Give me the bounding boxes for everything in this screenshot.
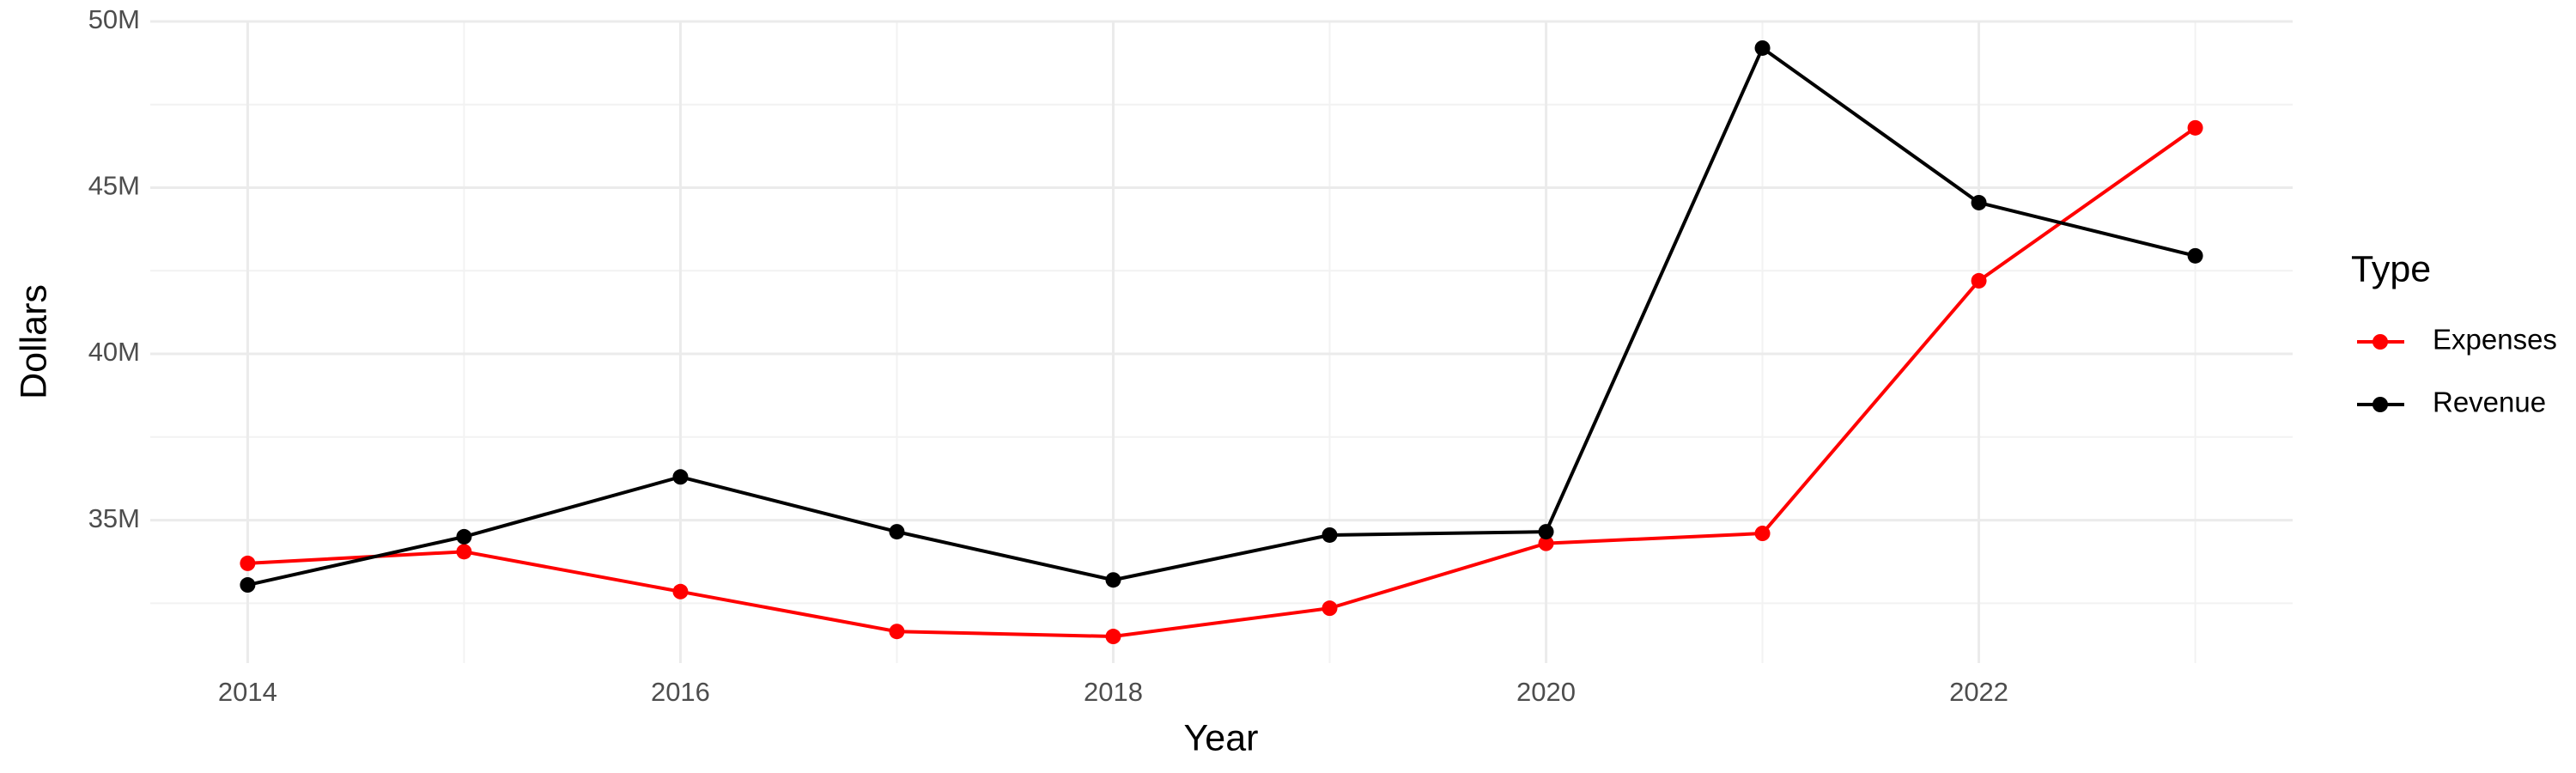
data-point [1538, 524, 1554, 540]
data-point [889, 524, 905, 540]
series-line [247, 126, 2196, 639]
data-point [456, 544, 472, 560]
grid [150, 20, 2293, 663]
x-tick-label: 2016 [651, 677, 710, 707]
x-tick-label: 2020 [1516, 677, 1576, 707]
y-tick-label: 45M [88, 171, 140, 201]
x-tick-label: 2018 [1084, 677, 1143, 707]
x-tick-label: 2014 [218, 677, 277, 707]
data-point [672, 583, 689, 600]
x-axis-title: Year [1184, 717, 1259, 758]
y-tick-label: 50M [88, 4, 140, 34]
legend-key-point [2372, 334, 2388, 350]
data-point [240, 577, 256, 593]
data-point [672, 469, 689, 485]
data-point [889, 624, 905, 640]
data-point [2187, 247, 2203, 264]
data-point [1754, 526, 1771, 542]
x-tick-label: 2022 [1949, 677, 2008, 707]
legend-title: Type [2351, 248, 2431, 289]
data-point [1971, 194, 1987, 210]
legend-key-point [2372, 397, 2388, 412]
data-point [1105, 572, 1121, 588]
series-line [246, 46, 2196, 587]
data-point [1971, 272, 1987, 289]
data-point [1321, 600, 1338, 617]
y-axis-title: Dollars [13, 284, 54, 399]
legend-label: Expenses [2433, 324, 2557, 356]
data-point [1321, 526, 1338, 543]
data-point [1105, 629, 1121, 645]
y-tick-label: 35M [88, 503, 140, 533]
data-point [1538, 535, 1554, 551]
legend-label: Revenue [2433, 386, 2546, 418]
data-point [1754, 40, 1771, 56]
data-point [456, 528, 472, 545]
y-tick-label: 40M [88, 337, 140, 367]
data-point [240, 555, 256, 571]
data-point [2187, 119, 2203, 136]
